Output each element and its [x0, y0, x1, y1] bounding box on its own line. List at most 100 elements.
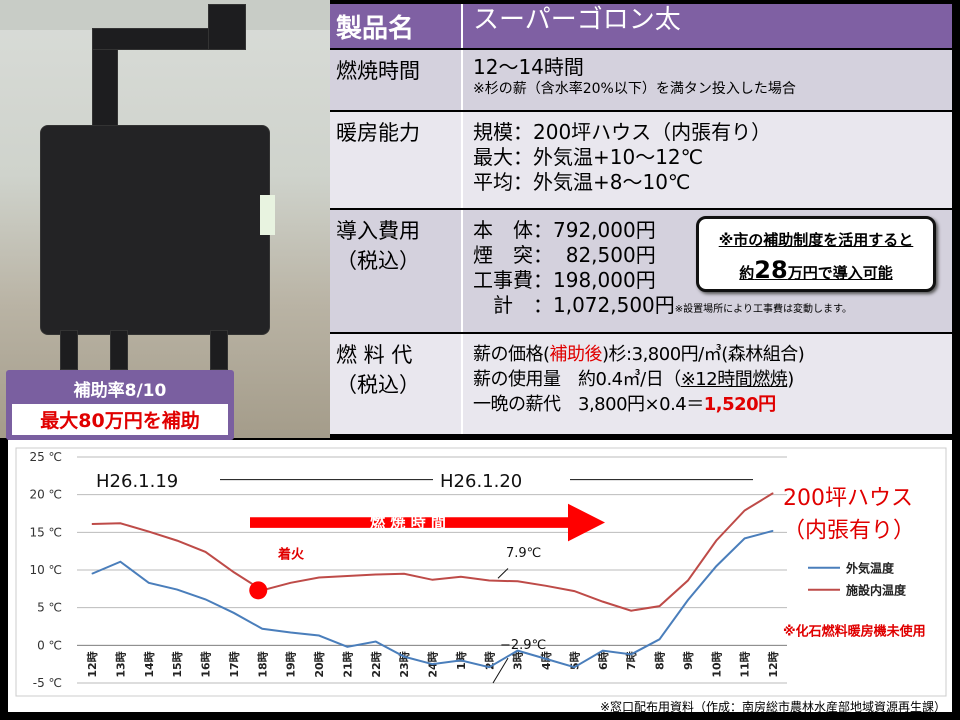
- row-heating: 暖房能力 規模：200坪ハウス（内張有り） 最大：外気温+10〜12℃ 平均：外気温…: [330, 112, 952, 208]
- annotation-arrow: [492, 657, 509, 684]
- y-tick-label: 15 ℃: [29, 525, 62, 539]
- subsidy-callout: ※市の補助制度を活用すると 約28万円で導入可能: [696, 216, 936, 292]
- data-point: [261, 628, 263, 630]
- x-tick-label: 21時: [340, 651, 354, 677]
- data-point: [517, 650, 519, 652]
- date-label-end: H26.1.20: [440, 471, 522, 492]
- data-point: [715, 540, 717, 542]
- x-tick-label: 20時: [312, 651, 326, 677]
- x-tick-label: 11時: [738, 651, 752, 677]
- x-tick-label: 23時: [397, 651, 411, 677]
- y-tick-label: 0 ℃: [37, 638, 62, 652]
- row-value-cell: 12〜14時間 ※杉の薪（含水率20%以下）を満タン投入した場合: [463, 50, 952, 110]
- data-point: [460, 659, 462, 661]
- x-tick-label: 19時: [284, 651, 298, 677]
- row-value-cell: 規模：200坪ハウス（内張有り） 最大：外気温+10〜12℃ 平均：外気温+8〜10…: [463, 112, 952, 208]
- series-line-外気温度: [91, 529, 774, 669]
- spec-table: 製品名 スーパーゴロン太 燃焼時間 12〜14時間 ※杉の薪（含水率20%以下）を…: [330, 0, 960, 438]
- temperature-chart: 25 ℃ 20 ℃ 15 ℃ 10 ℃ 5 ℃ 0 ℃ -5 ℃ 12時 13時 14時 15時 16…: [8, 440, 952, 712]
- data-point: [318, 577, 320, 579]
- chart-svg: 25 ℃ 20 ℃ 15 ℃ 10 ℃ 5 ℃ 0 ℃ -5 ℃ 12時 13時 14時 15時 16…: [15, 447, 947, 697]
- stove-body: [40, 125, 270, 335]
- header-key: 製品名: [330, 4, 463, 48]
- row-key: 燃 料 代: [336, 343, 413, 367]
- cost-body: 本 体：792,000円: [473, 218, 656, 242]
- callout-pre: 約: [739, 264, 755, 282]
- annotation-min: −2.9℃: [500, 638, 546, 653]
- row-burn-time: 燃焼時間 12〜14時間 ※杉の薪（含水率20%以下）を満タン投入した場合: [330, 50, 952, 110]
- x-tick-label: 13時: [113, 651, 127, 677]
- cost-total-line: 計 ：1,072,500円※設置場所により工事費は変動します。: [473, 293, 952, 322]
- data-point: [403, 573, 405, 575]
- cost-total: 計 ：1,072,500円: [473, 293, 675, 317]
- row-key: 燃焼時間: [330, 50, 463, 110]
- data-point: [318, 635, 320, 637]
- fuel-usage-note: ※12時間燃焼: [680, 369, 788, 390]
- fuel-price-line: 薪の価格(補助後)杉:3,800円/㎥(森林組合): [473, 342, 952, 367]
- subsidy-rate: 補助率8/10: [73, 381, 167, 401]
- stove-leg: [60, 330, 78, 370]
- burn-time-label: 燃 焼 時 間: [370, 513, 446, 531]
- product-name: スーパーゴロン太: [473, 5, 681, 35]
- row-key-sub: （税込）: [336, 373, 420, 397]
- data-point: [630, 610, 632, 612]
- data-point: [233, 571, 235, 573]
- data-point: [346, 575, 348, 577]
- x-tick-label: 12時: [85, 651, 99, 677]
- row-value: 最大：外気温+10〜12℃: [473, 145, 704, 169]
- fuel-price-rest: )杉:3,800円/㎥(森林組合): [602, 344, 805, 365]
- house-label-sub: （内張有り）: [783, 519, 915, 544]
- data-point: [119, 522, 121, 524]
- x-tick-label: 18時: [255, 651, 269, 677]
- callout-post: 万円で導入可能: [787, 264, 893, 282]
- data-point: [772, 530, 774, 532]
- data-point: [205, 551, 206, 553]
- data-point: [432, 579, 433, 581]
- house-label: 200坪ハウス: [783, 486, 913, 511]
- chimney-top: [208, 4, 246, 50]
- x-tick-label: 9時: [681, 651, 695, 670]
- row-value: 12〜14時間: [473, 55, 584, 79]
- row-key-cell: 導入費用 （税込）: [330, 210, 463, 332]
- x-tick-label: 14時: [142, 651, 156, 677]
- row-key: 導入費用: [336, 219, 420, 243]
- fuel-nightly-line: 一晩の薪代 3,800円×0.4＝1,520円: [473, 392, 952, 417]
- data-point: [687, 599, 689, 601]
- row-value: 規模：200坪ハウス（内張有り）: [473, 120, 772, 144]
- callout-line1: ※市の補助制度を活用すると: [718, 231, 914, 249]
- cost-note: ※設置場所により工事費は変動します。: [674, 304, 852, 315]
- data-point: [687, 580, 689, 582]
- fuel-subsidy: 補助後: [549, 344, 603, 365]
- subsidy-badge: 補助率8/10 最大80万円を補助: [6, 370, 234, 440]
- data-point: [488, 580, 490, 582]
- data-point: [148, 531, 150, 533]
- callout-amount: 28: [754, 256, 788, 284]
- data-point: [573, 666, 575, 668]
- row-value-cell: 薪の価格(補助後)杉:3,800円/㎥(森林組合) 薪の使用量 約0.4㎥/日（…: [463, 334, 952, 434]
- row-fuel: 燃 料 代 （税込） 薪の価格(補助後)杉:3,800円/㎥(森林組合) 薪の使用…: [330, 334, 952, 434]
- y-tick-label: 25 ℃: [29, 450, 62, 464]
- data-point: [602, 650, 604, 652]
- y-tick-label: 5 ℃: [37, 601, 62, 615]
- data-point: [517, 580, 519, 582]
- callout-line2: 約28万円で導入可能: [699, 255, 933, 288]
- fuel-price: 薪の価格(: [473, 344, 550, 365]
- data-point: [176, 589, 178, 591]
- fuel-nightly-cost: 1,520円: [703, 394, 776, 415]
- fuel-nightly: 一晩の薪代 3,800円×0.4＝: [473, 394, 704, 415]
- date-label-start: H26.1.19: [96, 471, 178, 492]
- data-point: [772, 492, 774, 494]
- data-point: [432, 663, 433, 665]
- data-point: [375, 574, 377, 576]
- x-tick-label: 22時: [369, 651, 383, 677]
- x-tick-label: 8時: [653, 651, 667, 670]
- data-point: [176, 540, 178, 542]
- greenhouse-roof: [0, 0, 330, 30]
- legend-label: 施設内温度: [846, 583, 907, 598]
- data-point: [91, 523, 93, 525]
- cost-chimney: 煙 突： 82,500円: [473, 243, 656, 267]
- stove-pipe-wrap: [260, 195, 275, 235]
- data-point: [488, 666, 490, 668]
- data-point: [744, 509, 746, 511]
- burn-time-arrow: [250, 503, 605, 542]
